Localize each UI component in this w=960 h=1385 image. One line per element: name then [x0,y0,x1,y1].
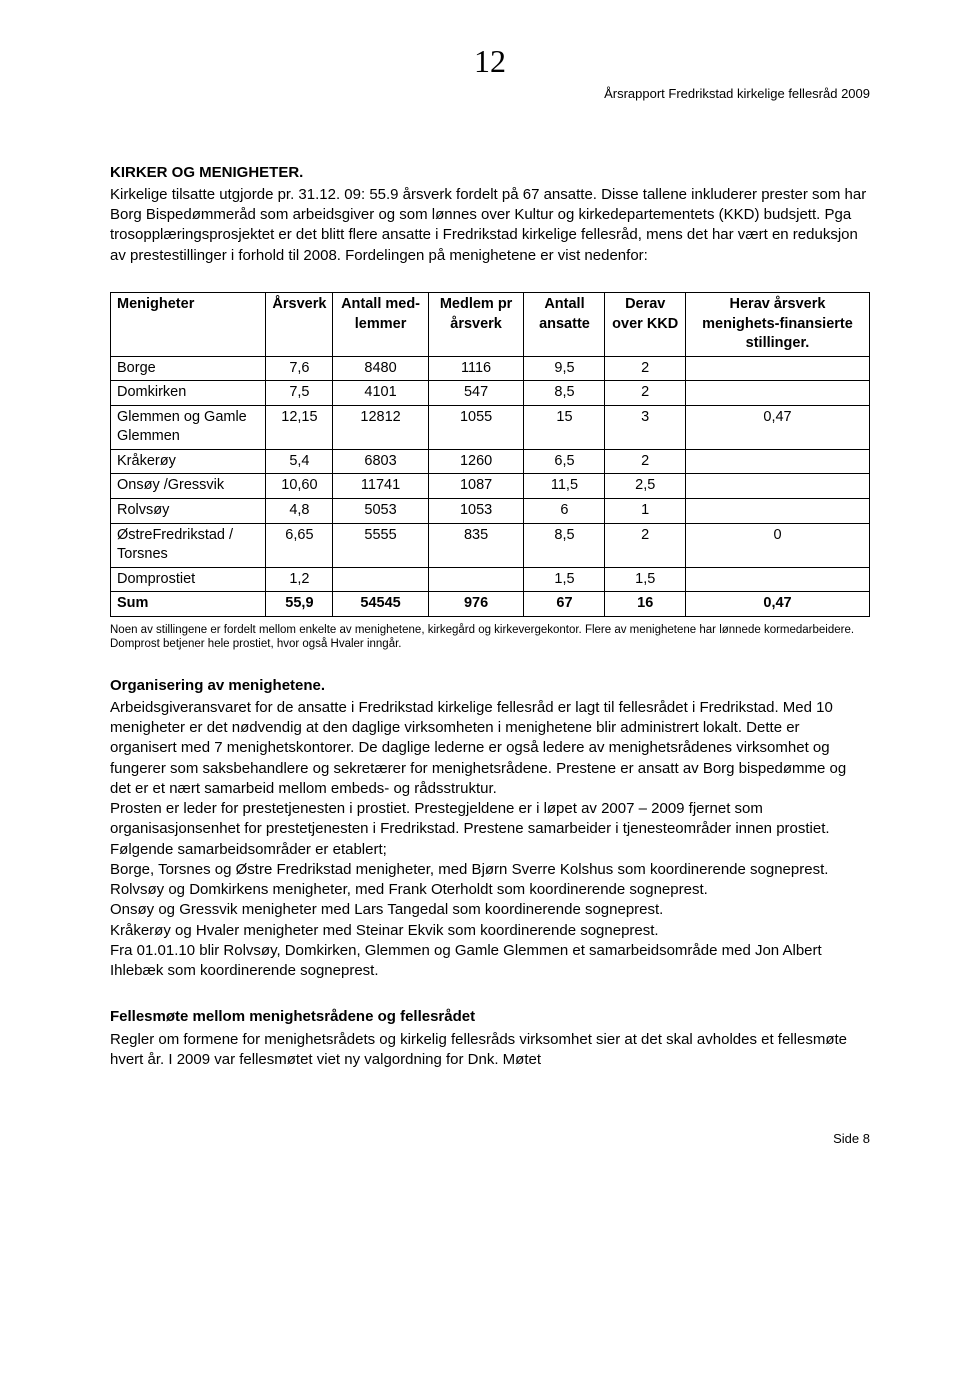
table-cell: 835 [428,523,524,567]
table-cell [333,567,428,592]
table-cell: 5053 [333,499,428,524]
table-cell: 1260 [428,449,524,474]
table-cell: Sum [111,592,266,617]
table-row: Onsøy /Gressvik10,6011741108711,52,5 [111,474,870,499]
table-row: Kråkerøy5,4680312606,52 [111,449,870,474]
table-cell: 9,5 [524,356,605,381]
table-cell: 2,5 [605,474,686,499]
table-cell: Glemmen og Gamle Glemmen [111,405,266,449]
table-cell: 0 [685,523,869,567]
table-header-cell: Derav over KKD [605,292,686,356]
table-header-cell: Årsverk [266,292,333,356]
table-cell: 10,60 [266,474,333,499]
table-cell: 12,15 [266,405,333,449]
table-row: Domkirken7,541015478,52 [111,381,870,406]
table-row: Sum55,95454597667160,47 [111,592,870,617]
table-cell: Domkirken [111,381,266,406]
table-cell: 2 [605,356,686,381]
table-cell: Onsøy /Gressvik [111,474,266,499]
table-row: Glemmen og Gamle Glemmen12,1512812105515… [111,405,870,449]
table-cell: 1087 [428,474,524,499]
table-cell: 11741 [333,474,428,499]
section-1-body: Kirkelige tilsatte utgjorde pr. 31.12. 0… [110,185,870,266]
table-cell: 4,8 [266,499,333,524]
table-header-row: MenigheterÅrsverkAntall med-lemmerMedlem… [111,292,870,356]
table-cell: 8480 [333,356,428,381]
table-header-cell: Medlem pr årsverk [428,292,524,356]
table-cell: 1053 [428,499,524,524]
section-3-body: Regler om formene for menighetsrådets og… [110,1030,870,1071]
table-cell: 6 [524,499,605,524]
table-footnote: Noen av stillingene er fordelt mellom en… [110,623,870,652]
table-cell: Rolvsøy [111,499,266,524]
table-cell: 976 [428,592,524,617]
table-cell: 8,5 [524,523,605,567]
table-cell: 1,2 [266,567,333,592]
table-cell: Kråkerøy [111,449,266,474]
table-cell: Borge [111,356,266,381]
table-cell: 3 [605,405,686,449]
section-2-body: Arbeidsgiveransvaret for de ansatte i Fr… [110,698,870,982]
table-row: ØstreFredrikstad / Torsnes6,6555558358,5… [111,523,870,567]
table-cell: 2 [605,523,686,567]
table-cell: 54545 [333,592,428,617]
table-cell: 1,5 [524,567,605,592]
menigheter-table: MenigheterÅrsverkAntall med-lemmerMedlem… [110,292,870,617]
table-cell: 7,6 [266,356,333,381]
table-cell: 6803 [333,449,428,474]
table-cell: 6,5 [524,449,605,474]
table-cell: 7,5 [266,381,333,406]
page-number: 12 [110,40,870,83]
table-cell: 12812 [333,405,428,449]
table-cell: 2 [605,449,686,474]
table-header-cell: Antall ansatte [524,292,605,356]
table-cell: 547 [428,381,524,406]
table-cell: 16 [605,592,686,617]
header-subtitle: Årsrapport Fredrikstad kirkelige fellesr… [110,85,870,103]
table-cell: 6,65 [266,523,333,567]
table-cell [685,356,869,381]
table-cell: 1116 [428,356,524,381]
table-header-cell: Antall med-lemmer [333,292,428,356]
section-1-title: KIRKER OG MENIGHETER. [110,163,870,183]
table-header-cell: Menigheter [111,292,266,356]
table-header-cell: Herav årsverk menighets-finansierte stil… [685,292,869,356]
table-cell: 11,5 [524,474,605,499]
table-row: Borge7,6848011169,52 [111,356,870,381]
table-cell [428,567,524,592]
table-cell: 67 [524,592,605,617]
section-3-title: Fellesmøte mellom menighetsrådene og fel… [110,1007,870,1027]
table-row: Domprostiet1,2 1,51,5 [111,567,870,592]
table-cell: ØstreFredrikstad / Torsnes [111,523,266,567]
section-2-title: Organisering av menighetene. [110,676,870,696]
page-footer: Side 8 [110,1130,870,1148]
table-cell [685,381,869,406]
table-cell: 5,4 [266,449,333,474]
table-cell [685,474,869,499]
table-cell [685,449,869,474]
table-cell: 1 [605,499,686,524]
table-cell: 2 [605,381,686,406]
table-cell [685,499,869,524]
table-cell: Domprostiet [111,567,266,592]
table-cell: 1055 [428,405,524,449]
table-cell: 5555 [333,523,428,567]
table-cell: 55,9 [266,592,333,617]
table-cell: 15 [524,405,605,449]
table-cell: 4101 [333,381,428,406]
table-cell: 0,47 [685,592,869,617]
table-row: Rolvsøy4,85053105361 [111,499,870,524]
table-cell [685,567,869,592]
table-cell: 0,47 [685,405,869,449]
table-cell: 1,5 [605,567,686,592]
table-cell: 8,5 [524,381,605,406]
